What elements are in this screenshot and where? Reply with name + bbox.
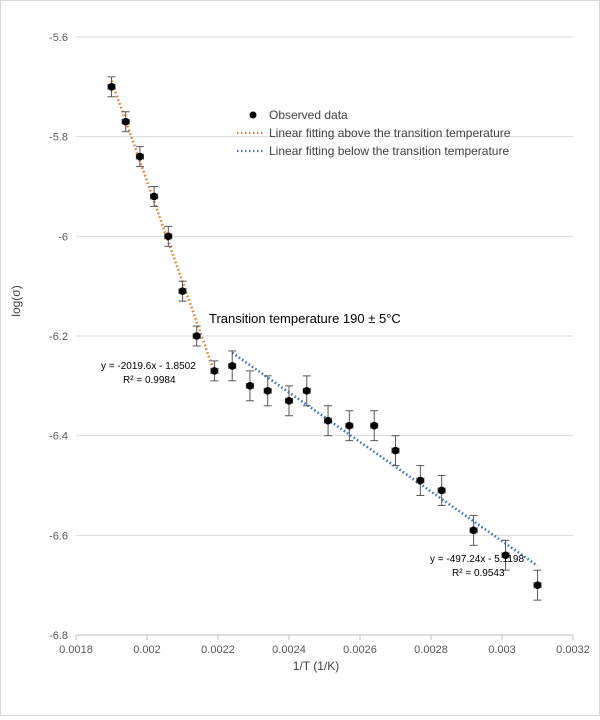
y-tick-label: -6.8	[49, 630, 68, 642]
data-point	[178, 280, 187, 302]
data-point-marker	[302, 387, 311, 395]
y-tick-label: -5.8	[49, 132, 68, 144]
data-point	[121, 111, 130, 133]
data-point-marker	[285, 396, 293, 405]
data-point	[324, 405, 333, 437]
data-point	[245, 370, 254, 402]
data-point-marker	[501, 551, 510, 560]
data-point	[135, 146, 144, 168]
x-axis-label: 1/T (1/K)	[293, 659, 339, 673]
data-point-marker	[345, 421, 354, 430]
data-point-marker	[263, 387, 272, 395]
legend-label-below: Linear fitting below the transition temp…	[269, 144, 509, 158]
data-point	[210, 360, 219, 382]
legend-marker-observed	[249, 111, 257, 119]
data-point	[391, 435, 400, 467]
fit-equation-below: y = -497.24x - 5.1198	[430, 554, 524, 565]
data-point	[302, 375, 311, 407]
data-point-marker	[210, 367, 219, 375]
data-point-marker	[370, 421, 379, 430]
data-point	[150, 186, 159, 207]
x-tick-label: 0.0032	[556, 644, 590, 656]
data-point-marker	[121, 117, 130, 126]
fit-line-below	[231, 351, 539, 567]
x-tick-label: 0.0022	[201, 644, 235, 656]
data-point	[501, 539, 510, 571]
data-point	[370, 410, 379, 442]
data-point-marker	[107, 83, 116, 91]
data-point-marker	[164, 232, 173, 241]
data-point	[263, 375, 272, 407]
fit-equation-above: y = -2019.6x - 1.8502	[101, 361, 196, 372]
data-point	[469, 514, 478, 546]
x-tick-label: 0.0018	[59, 644, 93, 656]
fit-r2-below: R² = 0.9543	[452, 568, 505, 579]
data-point-marker	[192, 332, 201, 340]
x-tick-label: 0.002	[133, 644, 161, 656]
transition-annotation: Transition temperature 190 ± 5°C	[209, 311, 401, 326]
y-tick-label: -6.4	[49, 431, 68, 443]
fit-r2-above: R² = 0.9984	[123, 375, 176, 386]
legend-label-observed: Observed data	[269, 108, 348, 122]
data-point-marker	[416, 476, 425, 485]
x-tick-label: 0.003	[488, 644, 516, 656]
data-point	[437, 475, 446, 506]
data-point	[107, 76, 116, 98]
data-point	[228, 350, 237, 382]
x-tick-label: 0.0024	[272, 644, 306, 656]
data-point	[416, 465, 425, 496]
legend: Observed data Linear fitting above the t…	[237, 108, 511, 158]
y-tick-label: -5.6	[49, 32, 68, 44]
y-tick-label: -6.6	[49, 530, 68, 542]
x-tick-labels: 0.0018 0.002 0.0022 0.0024 0.0026 0.0028 0.003…	[59, 644, 590, 656]
data-point-marker	[391, 446, 400, 455]
data-point-marker	[469, 526, 478, 535]
data-point-marker	[178, 287, 187, 295]
data-point	[533, 569, 542, 601]
data-point	[192, 325, 201, 347]
data-point	[345, 410, 354, 442]
y-tick-label: -6	[58, 231, 68, 243]
data-point-marker	[437, 486, 446, 495]
data-points	[107, 76, 542, 601]
y-tick-labels: -5.6 -5.8 -6 -6.2 -6.4 -6.6 -6.8	[49, 32, 68, 642]
data-point	[164, 225, 173, 247]
y-tick-label: -6.2	[49, 331, 68, 343]
data-point-marker	[324, 416, 332, 425]
data-point-marker	[136, 152, 144, 161]
data-point-marker	[228, 362, 236, 370]
data-point-marker	[533, 581, 542, 589]
x-tick-label: 0.0028	[414, 644, 448, 656]
x-tick-label: 0.0026	[343, 644, 377, 656]
data-point	[284, 385, 294, 417]
data-point-marker	[246, 382, 254, 390]
data-point-marker	[150, 192, 158, 201]
y-axis-label: log(σ)	[9, 285, 23, 316]
legend-label-above: Linear fitting above the transition temp…	[269, 126, 511, 140]
